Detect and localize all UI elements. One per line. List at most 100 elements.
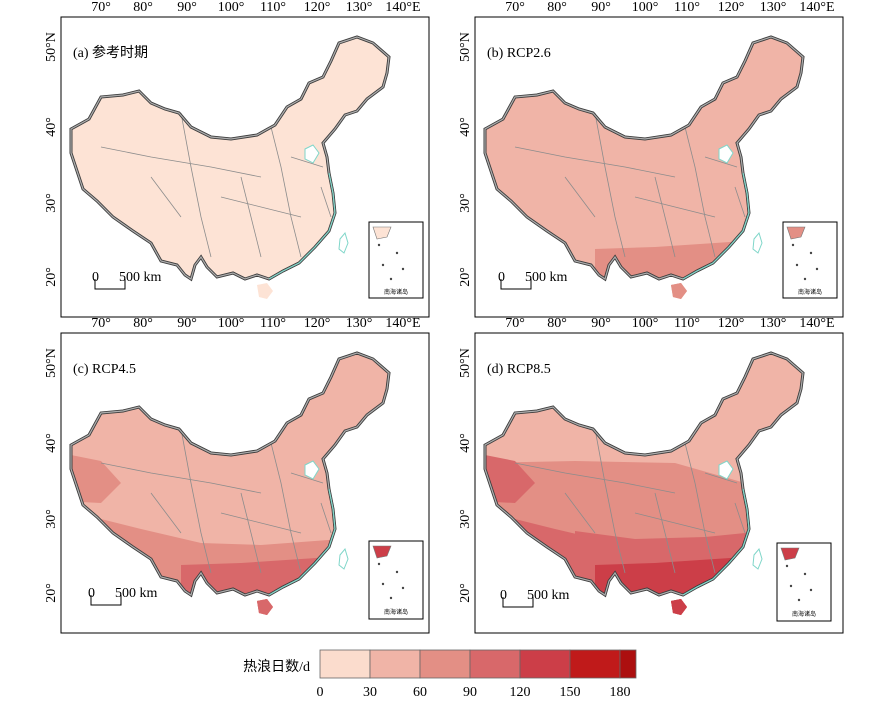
province-borders xyxy=(100,112,332,258)
panel-title: (c) RCP4.5 xyxy=(73,362,136,377)
longitude-tick-label: 140°E xyxy=(385,0,420,15)
svg-text:500 km: 500 km xyxy=(525,270,568,285)
latitude-tick-label: 30° xyxy=(458,193,473,213)
colorbar-tick-label: 120 xyxy=(510,685,531,700)
longitude-tick-label: 130° xyxy=(760,316,787,331)
longitude-tick-label: 110° xyxy=(674,316,700,331)
latitude-tick-label: 50°N xyxy=(458,32,473,62)
coastline xyxy=(682,172,750,280)
panel-title: (b) RCP2.6 xyxy=(487,46,551,61)
svg-text:500 km: 500 km xyxy=(119,270,162,285)
south-sea-inset: 南海诸岛 xyxy=(782,221,838,299)
latitude-tick-label: 40° xyxy=(44,117,59,137)
map-panel-b: 南海诸岛 0 500 km (b) RCP2.6 70° 80° 90° 100° 11… xyxy=(458,0,844,318)
bohai-sea xyxy=(304,460,320,480)
latitude-tick-label: 40° xyxy=(44,433,59,453)
map-panel-c: 南海诸岛 0 500 km (c) RCP4.5 70° 80° 90° 100° 11… xyxy=(44,316,430,634)
longitude-tick-label: 100° xyxy=(218,316,245,331)
colorbar-box xyxy=(419,649,471,679)
colorbar-tick-label: 30 xyxy=(363,685,377,700)
province-borders xyxy=(100,428,332,574)
latitude-tick-label: 30° xyxy=(458,509,473,529)
longitude-tick-label: 90° xyxy=(591,0,611,15)
map-panel-a: 南海诸岛 0 500 km (a) 参考时期 70° 80° 90° 100° 110°… xyxy=(44,0,430,318)
colorbar-box xyxy=(619,649,637,679)
south-sea-inset: 南海诸岛 xyxy=(368,540,424,620)
colorbar-box xyxy=(519,649,571,679)
svg-text:0: 0 xyxy=(500,588,507,603)
longitude-tick-label: 80° xyxy=(547,316,567,331)
colorbar-tick-label: 90 xyxy=(463,685,477,700)
map-panel-d: 南海诸岛 0 500 km (d) RCP8.5 70° 80° 90° 100° 11… xyxy=(458,316,844,634)
colorbar-tick-label: 180 xyxy=(610,685,631,700)
longitude-tick-label: 140°E xyxy=(799,316,834,331)
inset-label: 南海诸岛 xyxy=(384,608,408,616)
province-borders xyxy=(514,112,746,258)
coastline xyxy=(268,488,336,596)
coastline xyxy=(268,172,336,280)
longitude-tick-label: 100° xyxy=(218,0,245,15)
legend-title: 热浪日数/d xyxy=(243,659,310,675)
colorbar-box xyxy=(369,649,421,679)
latitude-tick-label: 50°N xyxy=(44,348,59,378)
latitude-tick-label: 30° xyxy=(44,509,59,529)
longitude-tick-label: 120° xyxy=(304,0,331,15)
longitude-tick-label: 90° xyxy=(177,0,197,15)
latitude-tick-label: 50°N xyxy=(458,348,473,378)
latitude-tick-label: 20° xyxy=(44,583,59,603)
longitude-tick-label: 80° xyxy=(547,0,567,15)
south-sea-inset: 南海诸岛 xyxy=(776,542,832,622)
panel-title: (d) RCP8.5 xyxy=(487,362,551,377)
colorbar-boxes xyxy=(319,649,637,679)
scale-bar: 0 500 km xyxy=(88,586,158,606)
south-sea-inset: 南海诸岛 xyxy=(368,221,424,299)
longitude-tick-label: 130° xyxy=(346,0,373,15)
longitude-tick-label: 90° xyxy=(177,316,197,331)
longitude-tick-label: 110° xyxy=(260,316,286,331)
latitude-tick-label: 20° xyxy=(44,267,59,287)
bohai-sea xyxy=(304,144,320,164)
svg-text:0: 0 xyxy=(498,270,505,285)
colorbar-legend: 热浪日数/d 0 30 60 90 120 150 180 xyxy=(243,649,637,700)
longitude-tick-label: 130° xyxy=(760,0,787,15)
bohai-sea xyxy=(718,460,734,480)
colorbar-box xyxy=(469,649,521,679)
china-map xyxy=(69,35,391,299)
longitude-tick-label: 140°E xyxy=(385,316,420,331)
colorbar-ticks: 0 30 60 90 120 150 180 xyxy=(317,685,631,700)
longitude-tick-label: 100° xyxy=(632,316,659,331)
latitude-tick-label: 30° xyxy=(44,193,59,213)
inset-label: 南海诸岛 xyxy=(798,288,822,296)
longitude-tick-label: 140°E xyxy=(799,0,834,15)
longitude-tick-label: 70° xyxy=(505,316,525,331)
longitude-tick-label: 120° xyxy=(718,0,745,15)
province-borders xyxy=(514,428,746,574)
bohai-sea xyxy=(718,144,734,164)
latitude-tick-label: 50°N xyxy=(44,32,59,62)
scale-bar: 0 500 km xyxy=(92,270,162,290)
longitude-tick-label: 120° xyxy=(718,316,745,331)
colorbar-tick-label: 0 xyxy=(317,685,324,700)
longitude-tick-label: 120° xyxy=(304,316,331,331)
longitude-tick-label: 90° xyxy=(591,316,611,331)
colorbar-box xyxy=(319,649,371,679)
latitude-tick-label: 20° xyxy=(458,583,473,603)
longitude-tick-label: 70° xyxy=(91,0,111,15)
panel-title: (a) 参考时期 xyxy=(73,44,148,61)
latitude-tick-label: 40° xyxy=(458,433,473,453)
svg-text:0: 0 xyxy=(88,586,95,601)
colorbar-tick-label: 150 xyxy=(560,685,581,700)
longitude-tick-label: 110° xyxy=(674,0,700,15)
longitude-tick-label: 70° xyxy=(91,316,111,331)
colorbar-tick-label: 60 xyxy=(413,685,427,700)
svg-text:500 km: 500 km xyxy=(527,588,570,603)
svg-text:500 km: 500 km xyxy=(115,586,158,601)
longitude-tick-label: 80° xyxy=(133,0,153,15)
colorbar-box xyxy=(569,649,621,679)
latitude-tick-label: 40° xyxy=(458,117,473,137)
longitude-tick-label: 130° xyxy=(346,316,373,331)
longitude-tick-label: 80° xyxy=(133,316,153,331)
coastline xyxy=(682,488,750,596)
longitude-tick-label: 110° xyxy=(260,0,286,15)
